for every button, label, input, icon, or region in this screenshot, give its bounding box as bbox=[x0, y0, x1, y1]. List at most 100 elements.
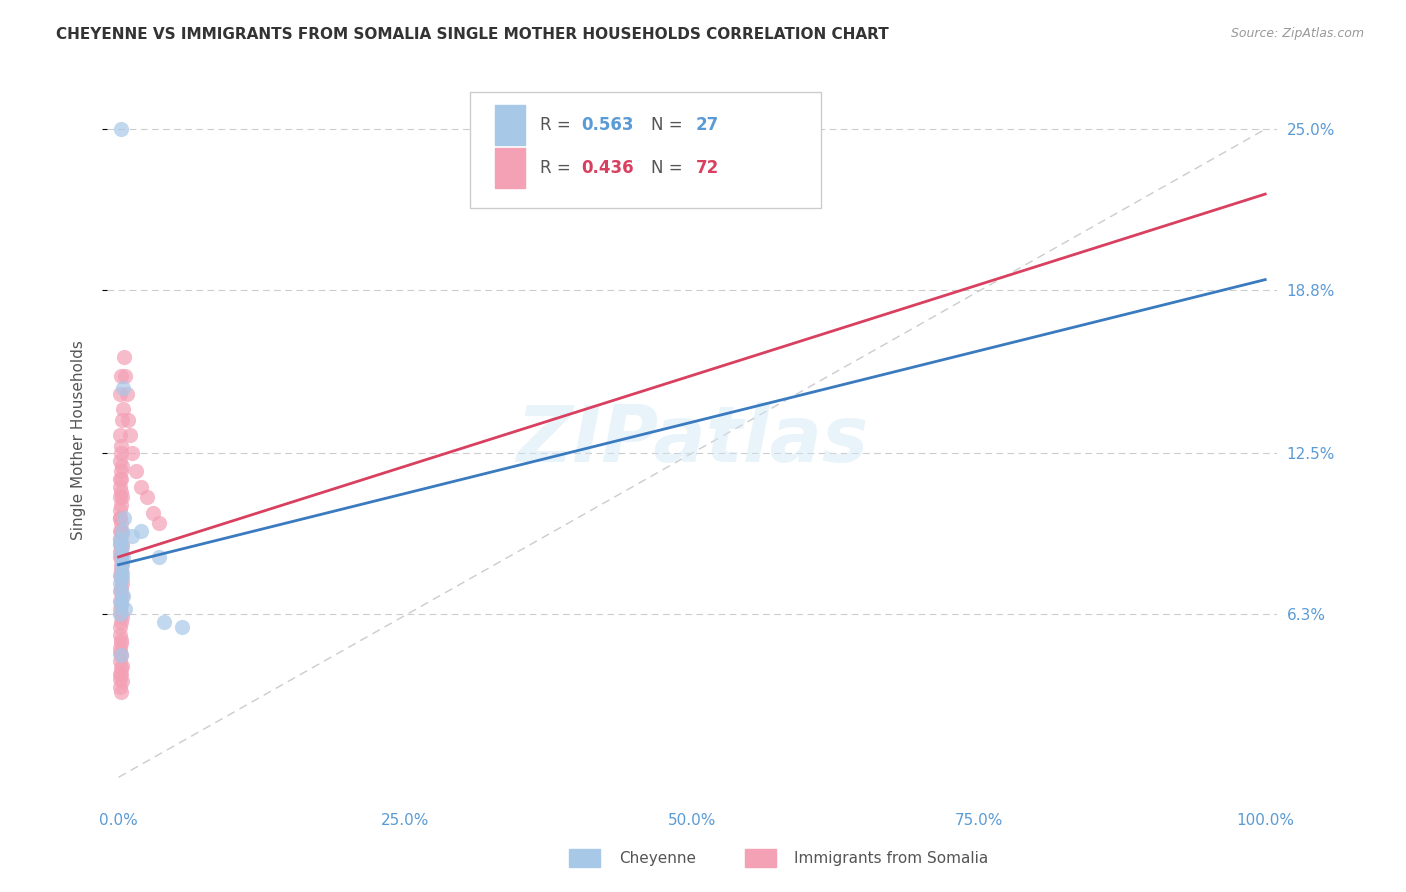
Point bbox=[111, 571, 134, 585]
Point bbox=[108, 646, 131, 660]
Point bbox=[121, 529, 143, 543]
Point bbox=[111, 609, 134, 624]
Text: N =: N = bbox=[651, 116, 688, 134]
Point bbox=[111, 526, 134, 541]
Text: 0.436: 0.436 bbox=[581, 159, 633, 178]
Point bbox=[108, 640, 131, 655]
Point bbox=[111, 575, 134, 590]
Point bbox=[111, 491, 134, 505]
Point bbox=[111, 412, 134, 426]
Text: Cheyenne: Cheyenne bbox=[619, 851, 696, 865]
Point bbox=[108, 602, 131, 616]
Point bbox=[111, 674, 134, 689]
Point bbox=[108, 545, 131, 559]
Point bbox=[108, 654, 131, 668]
Point bbox=[114, 368, 136, 383]
Point bbox=[108, 537, 131, 551]
Point bbox=[142, 506, 165, 520]
Point bbox=[110, 597, 132, 611]
Point bbox=[108, 524, 131, 538]
Point bbox=[108, 454, 131, 468]
Point bbox=[110, 438, 132, 452]
Point bbox=[108, 503, 131, 517]
Point bbox=[153, 615, 176, 629]
Point bbox=[110, 648, 132, 663]
Point bbox=[110, 661, 132, 675]
Text: N =: N = bbox=[651, 159, 688, 178]
Point bbox=[131, 480, 153, 494]
Point bbox=[111, 459, 134, 474]
Point bbox=[110, 571, 132, 585]
Point bbox=[118, 428, 141, 442]
Point bbox=[110, 368, 132, 383]
Text: Immigrants from Somalia: Immigrants from Somalia bbox=[794, 851, 988, 865]
Point bbox=[112, 511, 135, 525]
Point bbox=[108, 607, 131, 621]
Point bbox=[170, 620, 193, 634]
Point bbox=[110, 524, 132, 538]
Point bbox=[117, 412, 139, 426]
Point bbox=[110, 581, 132, 595]
FancyBboxPatch shape bbox=[470, 92, 821, 208]
Point bbox=[110, 549, 132, 564]
Point bbox=[110, 498, 132, 512]
Point bbox=[108, 620, 131, 634]
Point bbox=[110, 563, 132, 577]
Point bbox=[110, 516, 132, 531]
Point bbox=[110, 542, 132, 557]
Point bbox=[108, 628, 131, 642]
Point bbox=[110, 607, 132, 621]
Point bbox=[108, 511, 131, 525]
Point bbox=[110, 594, 132, 608]
Point bbox=[108, 568, 131, 582]
Point bbox=[108, 386, 131, 401]
Bar bbox=[495, 104, 524, 145]
Point bbox=[131, 524, 153, 538]
Text: R =: R = bbox=[540, 159, 576, 178]
Point bbox=[110, 635, 132, 649]
Point bbox=[110, 685, 132, 699]
Point bbox=[111, 558, 134, 572]
Point bbox=[110, 446, 132, 460]
Text: ZIPatlas: ZIPatlas bbox=[516, 402, 868, 478]
Point bbox=[110, 568, 132, 582]
Text: Source: ZipAtlas.com: Source: ZipAtlas.com bbox=[1230, 27, 1364, 40]
Point bbox=[108, 680, 131, 694]
Y-axis label: Single Mother Households: Single Mother Households bbox=[72, 341, 86, 541]
Point bbox=[112, 549, 135, 564]
Point bbox=[111, 589, 134, 603]
Point bbox=[111, 540, 134, 554]
Point bbox=[148, 549, 170, 564]
Bar bbox=[495, 148, 524, 188]
Point bbox=[148, 516, 170, 531]
Point bbox=[108, 594, 131, 608]
Point bbox=[110, 472, 132, 486]
Point bbox=[108, 666, 131, 681]
Point bbox=[114, 602, 136, 616]
Point bbox=[125, 465, 148, 479]
Point bbox=[108, 672, 131, 686]
Point bbox=[108, 491, 131, 505]
Point bbox=[108, 537, 131, 551]
Point bbox=[110, 632, 132, 647]
Point bbox=[111, 658, 134, 673]
Point bbox=[121, 446, 143, 460]
Point bbox=[111, 555, 134, 569]
Point bbox=[111, 566, 134, 580]
Point bbox=[108, 511, 131, 525]
Point bbox=[112, 351, 135, 365]
Point bbox=[111, 524, 134, 538]
Point bbox=[110, 597, 132, 611]
Text: R =: R = bbox=[540, 116, 576, 134]
Text: CHEYENNE VS IMMIGRANTS FROM SOMALIA SINGLE MOTHER HOUSEHOLDS CORRELATION CHART: CHEYENNE VS IMMIGRANTS FROM SOMALIA SING… bbox=[56, 27, 889, 42]
Point bbox=[108, 549, 131, 564]
Point bbox=[110, 465, 132, 479]
Point bbox=[110, 648, 132, 663]
Text: 27: 27 bbox=[696, 116, 718, 134]
Point bbox=[115, 386, 138, 401]
Point bbox=[108, 480, 131, 494]
Point bbox=[110, 485, 132, 500]
Point bbox=[108, 532, 131, 546]
Point bbox=[110, 548, 132, 562]
Point bbox=[112, 382, 135, 396]
